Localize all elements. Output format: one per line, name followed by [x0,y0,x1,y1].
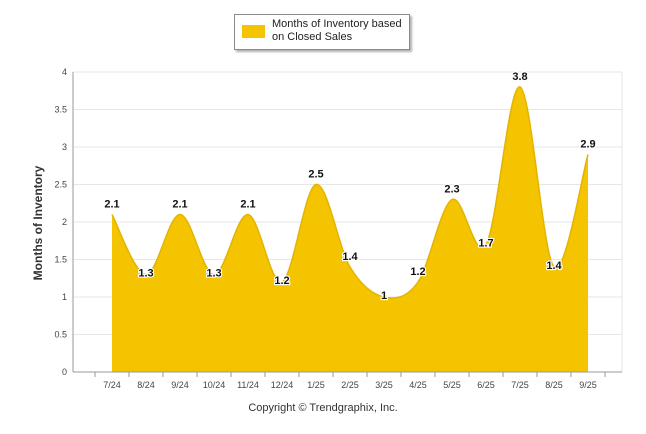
data-label: 3.8 [512,71,527,83]
x-tick-label: 1/25 [307,380,325,390]
data-label: 2.5 [308,169,323,181]
y-tick-label: 0.5 [54,330,67,340]
data-point-9-25[interactable] [586,153,590,157]
copyright-text: Copyright © Trendgraphix, Inc. [248,402,398,414]
area-line [111,86,589,299]
legend[interactable]: Months of Inventory based on Closed Sale… [234,14,410,50]
data-label: 1.2 [274,275,289,287]
data-label: 1.3 [206,268,221,280]
data-label: 1.4 [546,260,562,272]
x-tick-label: 3/25 [375,380,393,390]
y-tick-label: 3 [62,142,67,152]
data-point-11-24[interactable] [246,213,250,217]
y-tick-label: 2.5 [54,180,67,190]
x-tick-label: 8/24 [137,380,155,390]
legend-label: Months of Inventory based on Closed Sale… [272,18,402,43]
data-point-2-25[interactable] [348,265,352,269]
y-tick-label: 0 [62,367,67,377]
legend-swatch [242,25,265,38]
y-axis-label: Months of Inventory [31,165,45,280]
data-label: 2.9 [580,139,595,151]
y-tick-label: 1.5 [54,255,67,265]
data-label: 1.3 [138,268,153,280]
x-tick-label: 4/25 [409,380,427,390]
x-tick-label: 7/25 [511,380,529,390]
area-fill [112,86,588,373]
data-label: 1.4 [342,251,358,263]
data-label: 1 [381,290,387,302]
data-point-9-24[interactable] [178,213,182,217]
y-tick-label: 4 [62,67,67,77]
axes [72,72,622,377]
data-label: 1.7 [478,238,493,250]
data-point-5-25[interactable] [450,198,454,202]
x-tick-label: 11/24 [237,380,259,390]
x-tick-label: 5/25 [443,380,461,390]
data-point-7-25[interactable] [518,85,522,89]
data-labels: 2.1 1.3 2.1 1.3 2.1 1.2 2.5 1.4 1 1.2 2.3 1.7 3.8 1.4… [103,70,596,303]
y-tick-label: 2 [62,217,67,227]
x-tick-label: 9/25 [579,380,597,390]
data-label: 2.1 [104,199,119,211]
data-point-4-25[interactable] [416,280,420,284]
y-tick-label: 3.5 [54,105,67,115]
data-point-1-25[interactable] [314,183,318,187]
x-tick-label: 12/24 [271,380,294,390]
data-point-7-24[interactable] [110,213,114,217]
x-tick-label: 7/24 [103,380,121,390]
data-label: 2.1 [172,199,187,211]
x-tick-label: 2/25 [341,380,359,390]
area-series [110,85,590,373]
x-tick-label: 9/24 [171,380,189,390]
data-label: 2.3 [444,184,459,196]
x-tick-label: 6/25 [477,380,495,390]
x-tick-label: 8/25 [545,380,563,390]
data-label: 2.1 [240,199,255,211]
x-tick-label: 10/24 [203,380,226,390]
y-tick-label: 1 [62,292,67,302]
y-tick-labels: 0 0.5 1 1.5 2 2.5 3 3.5 4 [54,67,67,377]
data-label: 1.2 [410,266,425,278]
x-tick-labels: 7/24 8/24 9/24 10/24 11/24 12/24 1/25 2/25 3/25 4… [103,380,597,390]
